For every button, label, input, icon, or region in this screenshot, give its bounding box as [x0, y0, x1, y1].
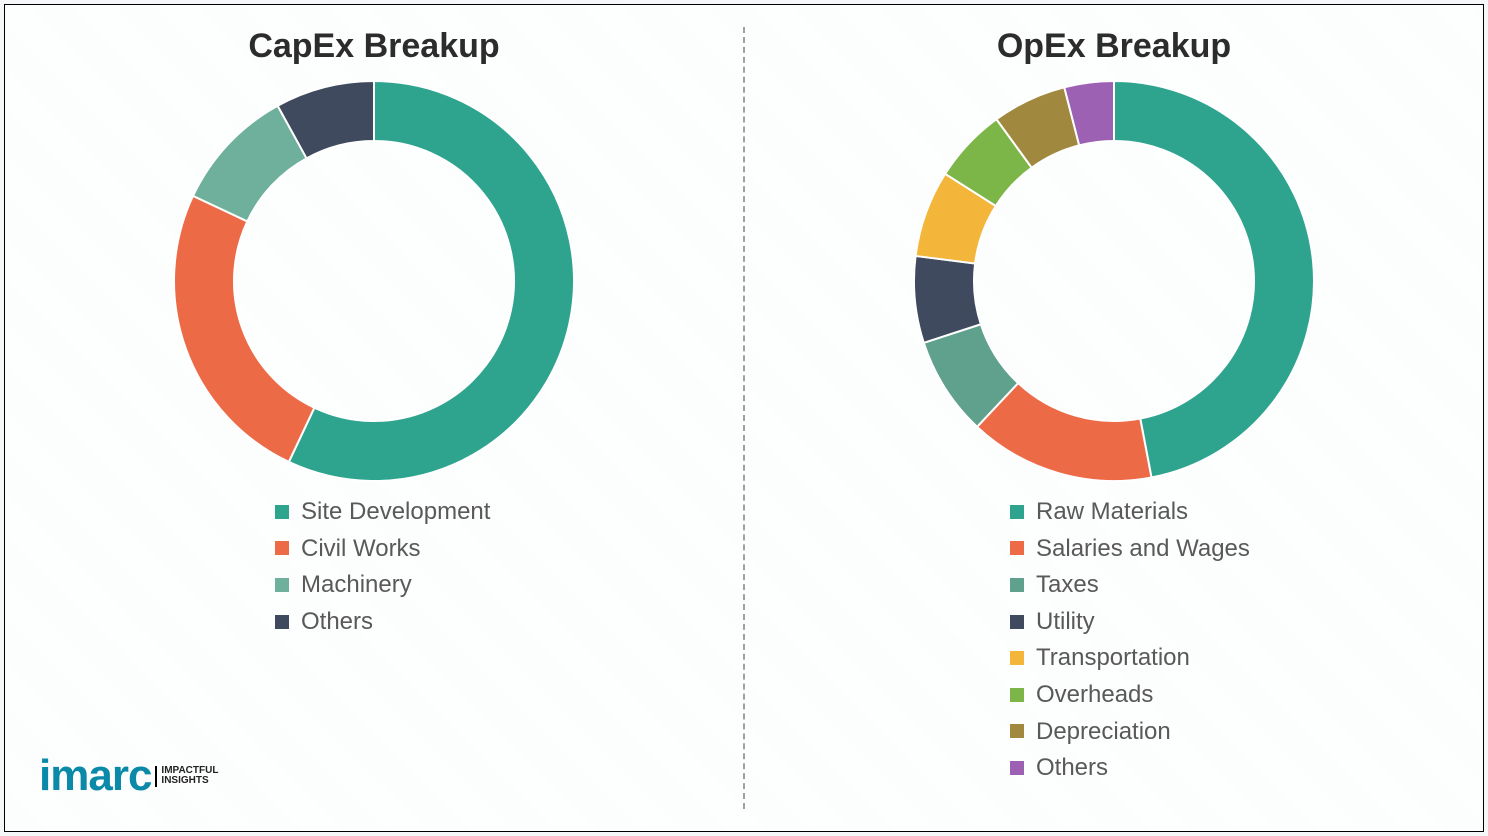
legend-item-salaries-and-wages: Salaries and Wages — [1010, 532, 1250, 566]
legend-swatch — [1010, 505, 1024, 519]
legend-swatch — [1010, 615, 1024, 629]
legend-label: Depreciation — [1036, 715, 1171, 749]
legend-label: Others — [301, 605, 373, 639]
legend-swatch — [1010, 578, 1024, 592]
capex-title: CapEx Breakup — [248, 27, 499, 66]
legend-swatch — [1010, 541, 1024, 555]
capex-donut — [169, 76, 579, 486]
legend-item-others: Others — [1010, 751, 1250, 785]
legend-item-site-development: Site Development — [275, 495, 490, 529]
legend-swatch — [275, 578, 289, 592]
capex-legend: Site DevelopmentCivil WorksMachineryOthe… — [275, 492, 490, 641]
legend-item-depreciation: Depreciation — [1010, 715, 1250, 749]
slice-civil-works — [174, 196, 314, 462]
brand-logo: imarc IMPACTFUL INSIGHTS — [39, 751, 218, 801]
legend-item-civil-works: Civil Works — [275, 532, 490, 566]
legend-label: Raw Materials — [1036, 495, 1188, 529]
legend-item-utility: Utility — [1010, 605, 1250, 639]
legend-label: Salaries and Wages — [1036, 532, 1250, 566]
legend-label: Transportation — [1036, 641, 1190, 675]
legend-swatch — [1010, 761, 1024, 775]
legend-swatch — [1010, 688, 1024, 702]
legend-swatch — [1010, 651, 1024, 665]
legend-label: Site Development — [301, 495, 490, 529]
legend-item-taxes: Taxes — [1010, 568, 1250, 602]
opex-title: OpEx Breakup — [997, 27, 1231, 66]
opex-panel: OpEx Breakup Raw MaterialsSalaries and W… — [745, 5, 1483, 831]
opex-legend: Raw MaterialsSalaries and WagesTaxesUtil… — [1010, 492, 1250, 788]
legend-swatch — [1010, 724, 1024, 738]
legend-label: Utility — [1036, 605, 1095, 639]
legend-swatch — [275, 615, 289, 629]
legend-label: Civil Works — [301, 532, 421, 566]
legend-label: Overheads — [1036, 678, 1153, 712]
legend-item-overheads: Overheads — [1010, 678, 1250, 712]
legend-item-raw-materials: Raw Materials — [1010, 495, 1250, 529]
capex-panel: CapEx Breakup Site DevelopmentCivil Work… — [5, 5, 743, 831]
legend-item-transportation: Transportation — [1010, 641, 1250, 675]
logo-tagline: IMPACTFUL INSIGHTS — [155, 766, 218, 787]
legend-swatch — [275, 505, 289, 519]
slice-raw-materials — [1114, 81, 1314, 477]
legend-swatch — [275, 541, 289, 555]
chart-frame: CapEx Breakup Site DevelopmentCivil Work… — [4, 4, 1484, 832]
legend-item-others: Others — [275, 605, 490, 639]
legend-item-machinery: Machinery — [275, 568, 490, 602]
opex-donut — [909, 76, 1319, 486]
legend-label: Others — [1036, 751, 1108, 785]
logo-wordmark: imarc — [39, 751, 151, 801]
legend-label: Taxes — [1036, 568, 1099, 602]
legend-label: Machinery — [301, 568, 412, 602]
